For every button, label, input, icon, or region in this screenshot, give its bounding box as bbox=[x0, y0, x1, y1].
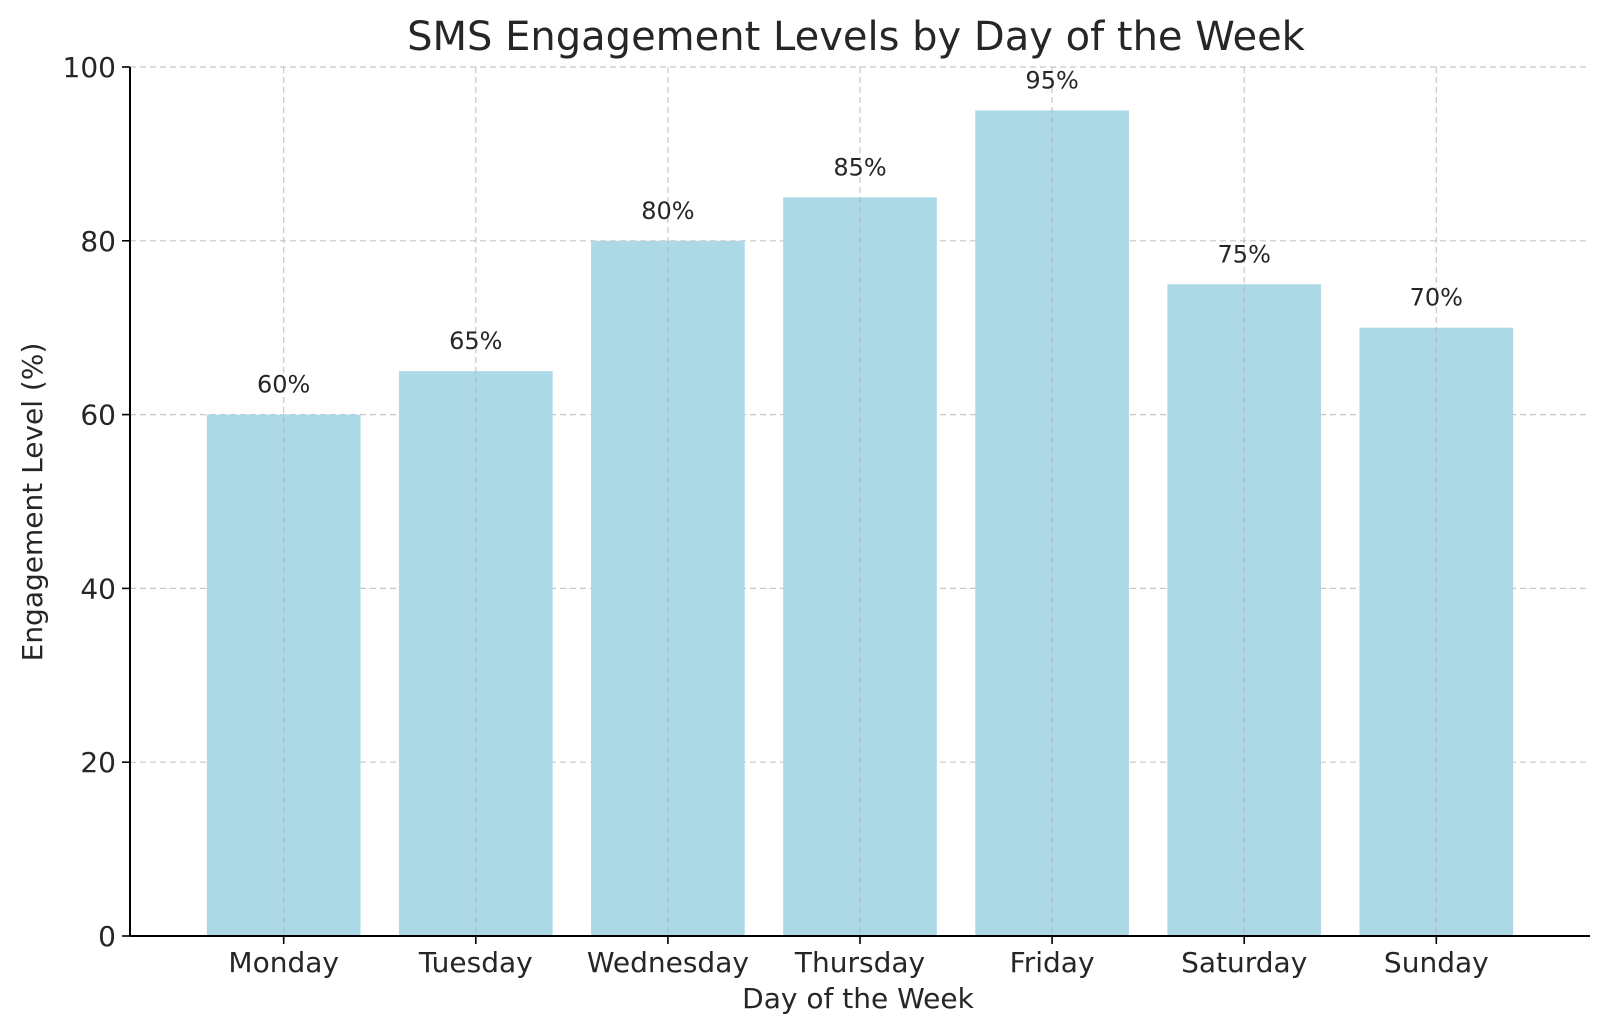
y-tick-label: 20 bbox=[80, 746, 116, 779]
axes bbox=[122, 66, 1590, 944]
y-tick-label: 80 bbox=[80, 225, 116, 258]
data-label-friday: 95% bbox=[1025, 66, 1078, 94]
y-tick-label: 60 bbox=[80, 399, 116, 432]
data-label-monday: 60% bbox=[257, 371, 310, 399]
chart-title: SMS Engagement Levels by Day of the Week bbox=[407, 14, 1306, 60]
x-tick-label-friday: Friday bbox=[1010, 946, 1095, 979]
y-tick-label: 40 bbox=[80, 572, 116, 605]
x-tick-label-wednesday: Wednesday bbox=[587, 946, 749, 979]
data-label-saturday: 75% bbox=[1218, 240, 1271, 268]
x-tick-label-tuesday: Tuesday bbox=[418, 946, 533, 979]
x-tick-label-saturday: Saturday bbox=[1181, 946, 1307, 979]
data-label-sunday: 70% bbox=[1410, 284, 1463, 312]
vertical-grid-lines bbox=[283, 67, 1437, 936]
data-label-wednesday: 80% bbox=[641, 197, 694, 225]
x-tick-labels: Monday Tuesday Wednesday Thursday Friday Satu… bbox=[228, 946, 1488, 979]
x-tick-label-sunday: Sunday bbox=[1384, 946, 1489, 979]
y-tick-labels: 0 20 40 60 80 100 bbox=[63, 51, 116, 953]
y-axis-label: Engagement Level (%) bbox=[16, 343, 49, 662]
x-tick-label-monday: Monday bbox=[228, 946, 339, 979]
y-tick-label: 100 bbox=[63, 51, 116, 84]
data-labels: 60% 65% 80% 85% 95% 75% 70% bbox=[257, 66, 1463, 398]
data-label-thursday: 85% bbox=[833, 153, 886, 181]
y-tick-label: 0 bbox=[98, 920, 116, 953]
x-tick-label-thursday: Thursday bbox=[794, 946, 925, 979]
data-label-tuesday: 65% bbox=[449, 327, 502, 355]
x-axis-label: Day of the Week bbox=[742, 982, 974, 1015]
